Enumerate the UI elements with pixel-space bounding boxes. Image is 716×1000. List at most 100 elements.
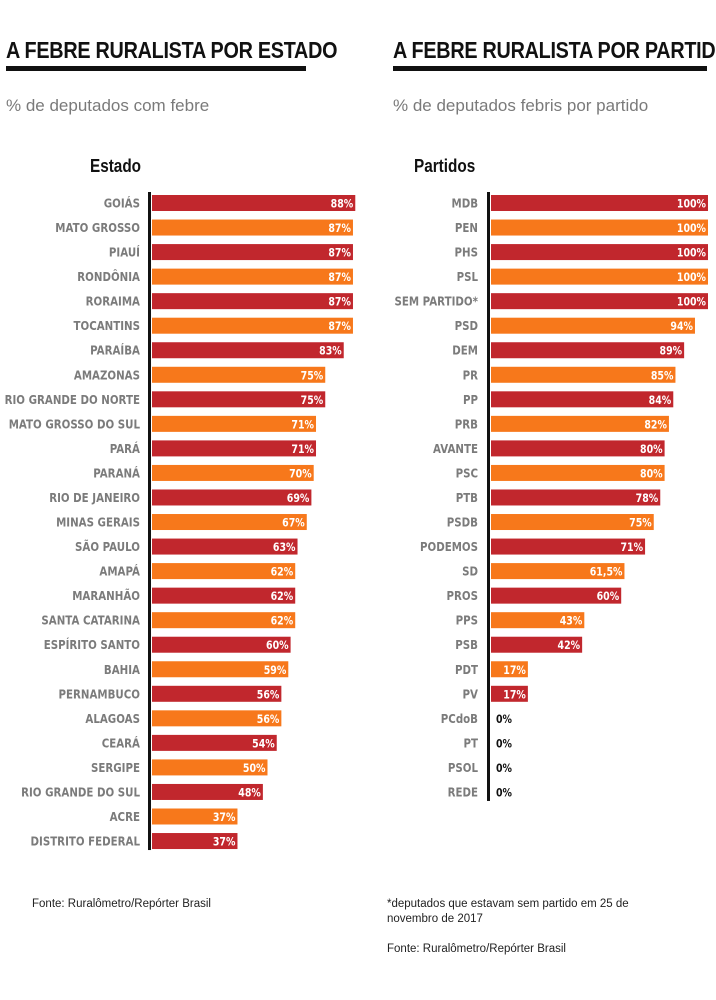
estado-category-label: CEARÁ [102,735,141,750]
estado-category-label: MINAS GERAIS [56,515,140,530]
estado-chart-title: A FEBRE RURALISTA POR ESTADO [6,37,338,63]
partido-category-label: PRB [455,416,478,431]
estado-category-label: PERNAMBUCO [59,686,141,701]
estado-value-label: 88% [331,197,354,211]
partido-source: Fonte: Ruralômetro/Repórter Brasil [387,943,566,955]
partido-category-label: PSL [457,269,478,284]
estado-category-label: PARAÍBA [90,343,140,358]
estado-bar [152,636,291,653]
estado-bar [152,415,317,432]
estado-value-label: 75% [301,368,324,382]
estado-value-label: 56% [257,712,280,726]
estado-bar [152,685,282,702]
estado-bar [152,538,298,555]
partido-value-label: 78% [636,491,659,505]
estado-bar [152,759,268,776]
partido-category-label: SD [462,564,478,579]
partido-category-label: PV [463,686,479,701]
estado-value-label: 69% [287,491,310,505]
partido-bar [491,391,674,408]
estado-bar [152,219,353,236]
partido-bar [491,366,676,383]
estado-category-label: PIAUÍ [109,245,140,260]
partido-bar [491,317,695,334]
estado-category-label: MATO GROSSO DO SUL [9,416,140,431]
estado-column-header: Estado [90,156,142,176]
partido-value-label: 61,5% [590,565,623,579]
estado-bar [152,342,344,359]
estado-value-label: 71% [291,442,314,456]
partido-value-label: 100% [677,295,706,309]
partido-category-label: MDB [452,196,479,211]
estado-category-label: GOIÁS [104,196,140,211]
partido-value-label: 0% [496,785,512,799]
partido-category-label: PCdoB [441,711,478,726]
estado-title-underline [6,66,306,71]
estado-value-label: 37% [213,835,236,849]
estado-bar [152,391,326,408]
estado-bar [152,612,296,629]
estado-value-label: 37% [213,810,236,824]
partido-value-label: 17% [503,663,526,677]
estado-value-label: 60% [266,638,289,652]
estado-value-label: 87% [328,270,351,284]
estado-category-label: ALAGOAS [85,711,140,726]
estado-value-label: 56% [257,687,280,701]
partido-bar [491,342,685,359]
partido-category-label: PHS [455,245,479,260]
estado-axis-line [148,192,151,851]
estado-value-label: 62% [271,614,294,628]
estado-bar [152,710,282,727]
partido-category-label: PSB [455,637,478,652]
estado-category-label: DISTRITO FEDERAL [31,834,141,849]
partido-value-label: 0% [496,736,512,750]
partido-bar [491,440,665,457]
partido-footnote: *deputados que estavam sem partido em 25… [387,898,629,925]
estado-value-label: 54% [252,736,275,750]
partido-category-label: REDE [448,784,478,799]
partido-category-label: PSD [455,318,478,333]
estado-bar [152,293,353,310]
estado-category-label: MARANHÃO [72,588,140,603]
estado-category-label: MATO GROSSO [55,220,140,235]
partido-value-label: 43% [560,614,583,628]
partido-bar [491,685,528,702]
estado-value-label: 48% [238,785,261,799]
estado-source: Fonte: Ruralômetro/Repórter Brasil [32,898,211,910]
partido-chart-subtitle: % de deputados febris por partido [393,96,649,115]
estado-value-label: 59% [264,663,287,677]
estado-category-label: RIO DE JANEIRO [49,490,140,505]
partido-category-label: PT [464,735,479,750]
estado-category-label: AMAPÁ [99,564,140,579]
partido-category-label: PSOL [448,760,478,775]
partido-value-label: 94% [670,319,693,333]
partido-value-label: 100% [677,270,706,284]
estado-bar [152,268,353,285]
estado-category-label: ACRE [110,809,140,824]
estado-bar [152,317,353,334]
partido-category-label: PTB [456,490,478,505]
partido-bar [491,464,665,481]
partido-value-label: 100% [677,221,706,235]
estado-category-label: RONDÔNIA [77,269,140,284]
partido-category-label: AVANTE [433,441,478,456]
partido-bar [491,195,708,211]
estado-bar [152,489,312,506]
partido-value-label: 17% [503,687,526,701]
partido-title-underline [393,66,707,71]
estado-value-label: 71% [291,417,314,431]
estado-bar [152,514,307,531]
partido-value-label: 100% [677,197,706,211]
estado-bar [152,808,238,825]
partido-category-label: PPS [456,613,478,628]
partido-bar [491,489,661,506]
partido-value-label: 0% [496,712,512,726]
estado-bar [152,195,356,211]
partido-category-label: PSC [456,465,478,480]
partido-bar [491,268,708,285]
estado-bar [152,464,314,481]
partido-value-label: 89% [660,344,683,358]
partido-bar [491,244,708,261]
partido-value-label: 75% [629,516,652,530]
